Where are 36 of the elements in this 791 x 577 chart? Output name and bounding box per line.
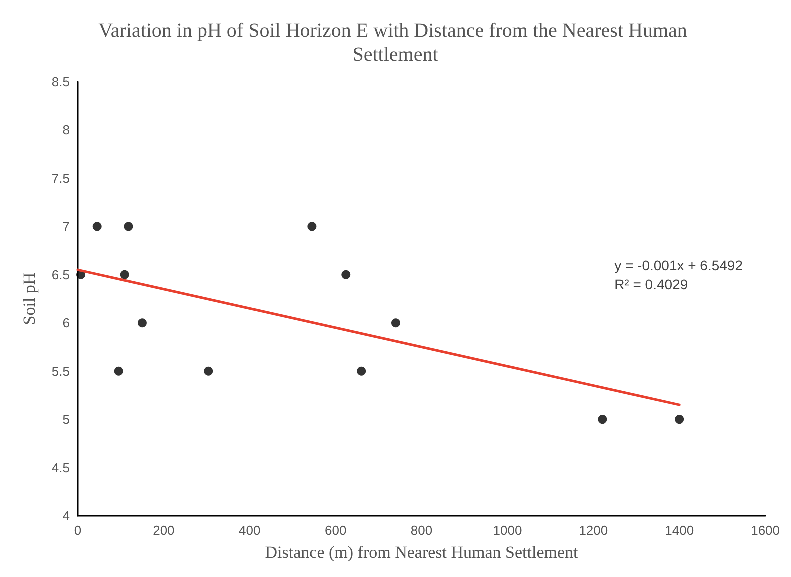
point: [598, 415, 608, 424]
x-axis-title: Distance (m) from Nearest Human Settlement: [265, 543, 579, 562]
point: [391, 318, 400, 328]
point: [308, 222, 317, 232]
x-tick-label: 400: [239, 523, 261, 538]
y-tick-label: 7: [62, 219, 70, 234]
point: [138, 318, 147, 328]
y-tick-label: 7.5: [52, 170, 70, 186]
x-tick-label: 600: [324, 523, 347, 538]
point: [357, 366, 366, 376]
y-tick-label: 8: [62, 122, 70, 138]
point: [204, 366, 214, 376]
y-tick-label: 4.5: [52, 460, 70, 476]
chart-title: Variation in pH of Soil Horizon E with Distance from the Nearest Human Settlement: [98, 20, 692, 66]
point: [114, 366, 124, 376]
point: [120, 270, 130, 280]
y-tick-label: 8.5: [52, 74, 70, 90]
annotation: y = -0.001x + 6.5492: [614, 258, 744, 274]
y-axis-title: Soil pH: [20, 272, 39, 326]
y-tick-label: 5: [62, 412, 70, 428]
point: [342, 270, 351, 280]
x-tick-label: 200: [153, 523, 175, 538]
y-tick-label: 5.5: [52, 364, 70, 379]
y-tick-label: 4: [62, 508, 70, 524]
x-tick-label: 0: [74, 523, 82, 538]
x-tick-label: 1000: [493, 523, 522, 538]
y-tick-label: 6: [62, 316, 70, 331]
point: [124, 222, 134, 232]
x-tick-label: 1400: [665, 523, 694, 538]
annotation: R² = 0.4029: [614, 276, 688, 292]
point: [675, 415, 684, 424]
y-tick-label: 6.5: [52, 267, 70, 282]
x-tick-label: 1200: [579, 523, 608, 538]
x-tick-label: 800: [410, 523, 433, 538]
point: [92, 222, 102, 232]
x-tick-label: 1600: [751, 523, 780, 538]
